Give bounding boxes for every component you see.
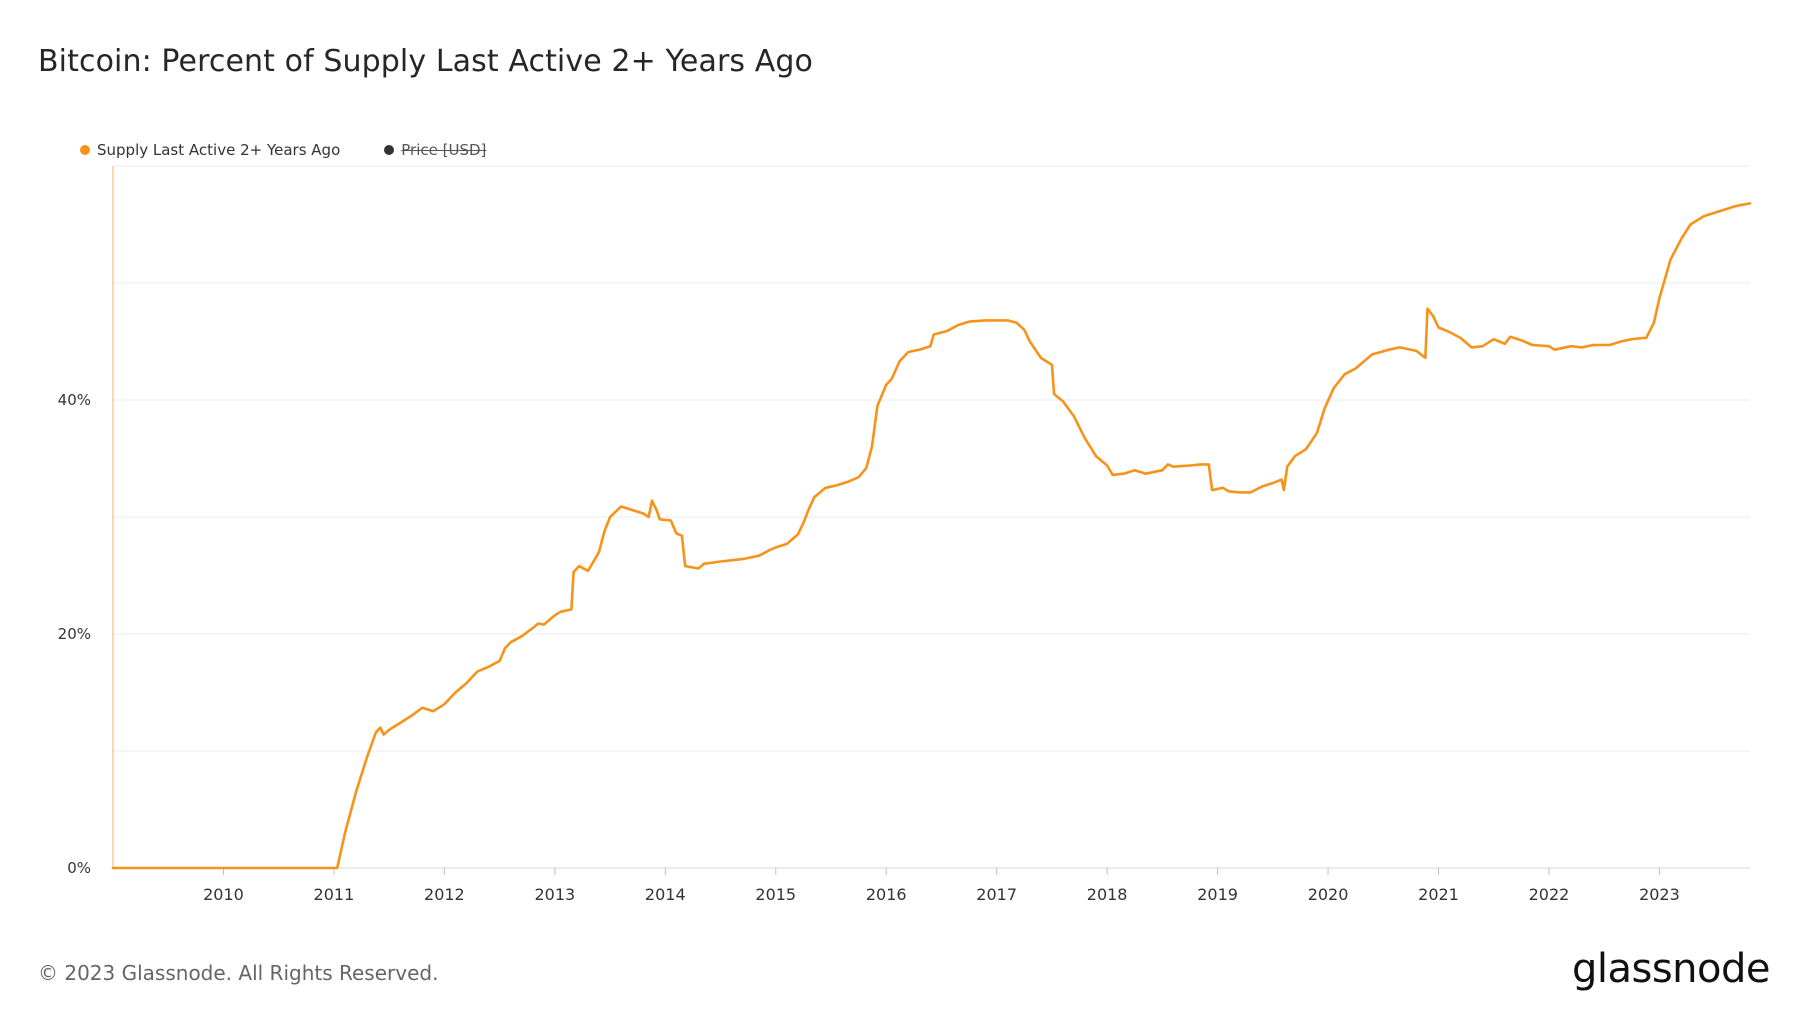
x-tick-label: 2015 (755, 885, 796, 904)
x-tick-label: 2016 (866, 885, 907, 904)
x-tick-label: 2021 (1418, 885, 1459, 904)
x-tick-label: 2023 (1639, 885, 1680, 904)
legend: Supply Last Active 2+ Years Ago Price [U… (80, 141, 530, 159)
legend-label-supply: Supply Last Active 2+ Years Ago (97, 141, 341, 159)
y-tick-label: 20% (58, 625, 91, 643)
y-tick-label: 0% (67, 859, 91, 877)
x-tick-label: 2012 (424, 885, 465, 904)
x-tick-label: 2020 (1308, 885, 1349, 904)
x-tick-label: 2011 (314, 885, 355, 904)
y-tick-label: 40% (58, 391, 91, 409)
x-tick-label: 2017 (976, 885, 1017, 904)
legend-item-price[interactable]: Price [USD] (384, 141, 486, 159)
x-tick-label: 2019 (1197, 885, 1238, 904)
legend-dot-icon (384, 145, 395, 155)
x-tick-label: 2014 (645, 885, 686, 904)
line-chart: 0% 20% 40% 2010 2011 2012 2013 2014 2015 2016 2017… (58, 165, 1752, 904)
x-tick-label: 2022 (1529, 885, 1570, 904)
legend-dot-icon (80, 145, 90, 155)
x-tick-label: 2018 (1087, 885, 1128, 904)
legend-item-supply[interactable]: Supply Last Active 2+ Years Ago (80, 141, 340, 159)
x-tick-label: 2013 (534, 885, 575, 904)
legend-label-price: Price [USD] (401, 141, 487, 159)
copyright-footer: © 2023 Glassnode. All Rights Reserved. (38, 961, 439, 985)
chart-title: Bitcoin: Percent of Supply Last Active 2… (38, 44, 813, 79)
glassnode-logo: glassnode (1571, 946, 1771, 992)
x-tick-label: 2010 (203, 885, 244, 904)
series-line-supply (111, 202, 1752, 870)
